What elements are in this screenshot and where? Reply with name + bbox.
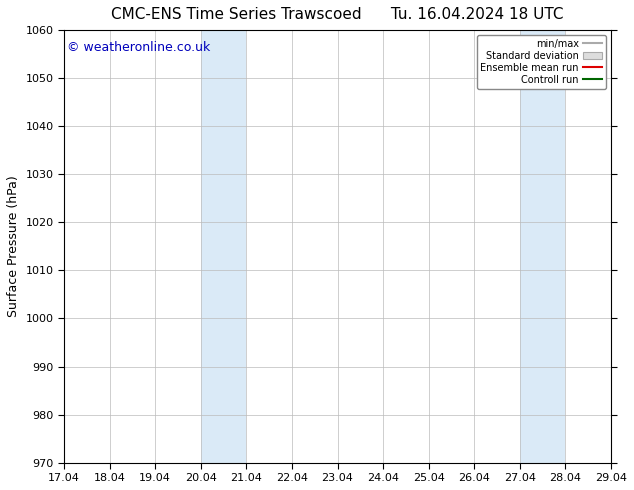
- Y-axis label: Surface Pressure (hPa): Surface Pressure (hPa): [7, 175, 20, 317]
- Legend: min/max, Standard deviation, Ensemble mean run, Controll run: min/max, Standard deviation, Ensemble me…: [477, 35, 606, 89]
- Text: © weatheronline.co.uk: © weatheronline.co.uk: [67, 41, 210, 54]
- Bar: [201, 30, 247, 463]
- Title: CMC-ENS Time Series Trawscoed      Tu. 16.04.2024 18 UTC: CMC-ENS Time Series Trawscoed Tu. 16.04.…: [112, 7, 564, 22]
- Bar: [520, 30, 566, 463]
